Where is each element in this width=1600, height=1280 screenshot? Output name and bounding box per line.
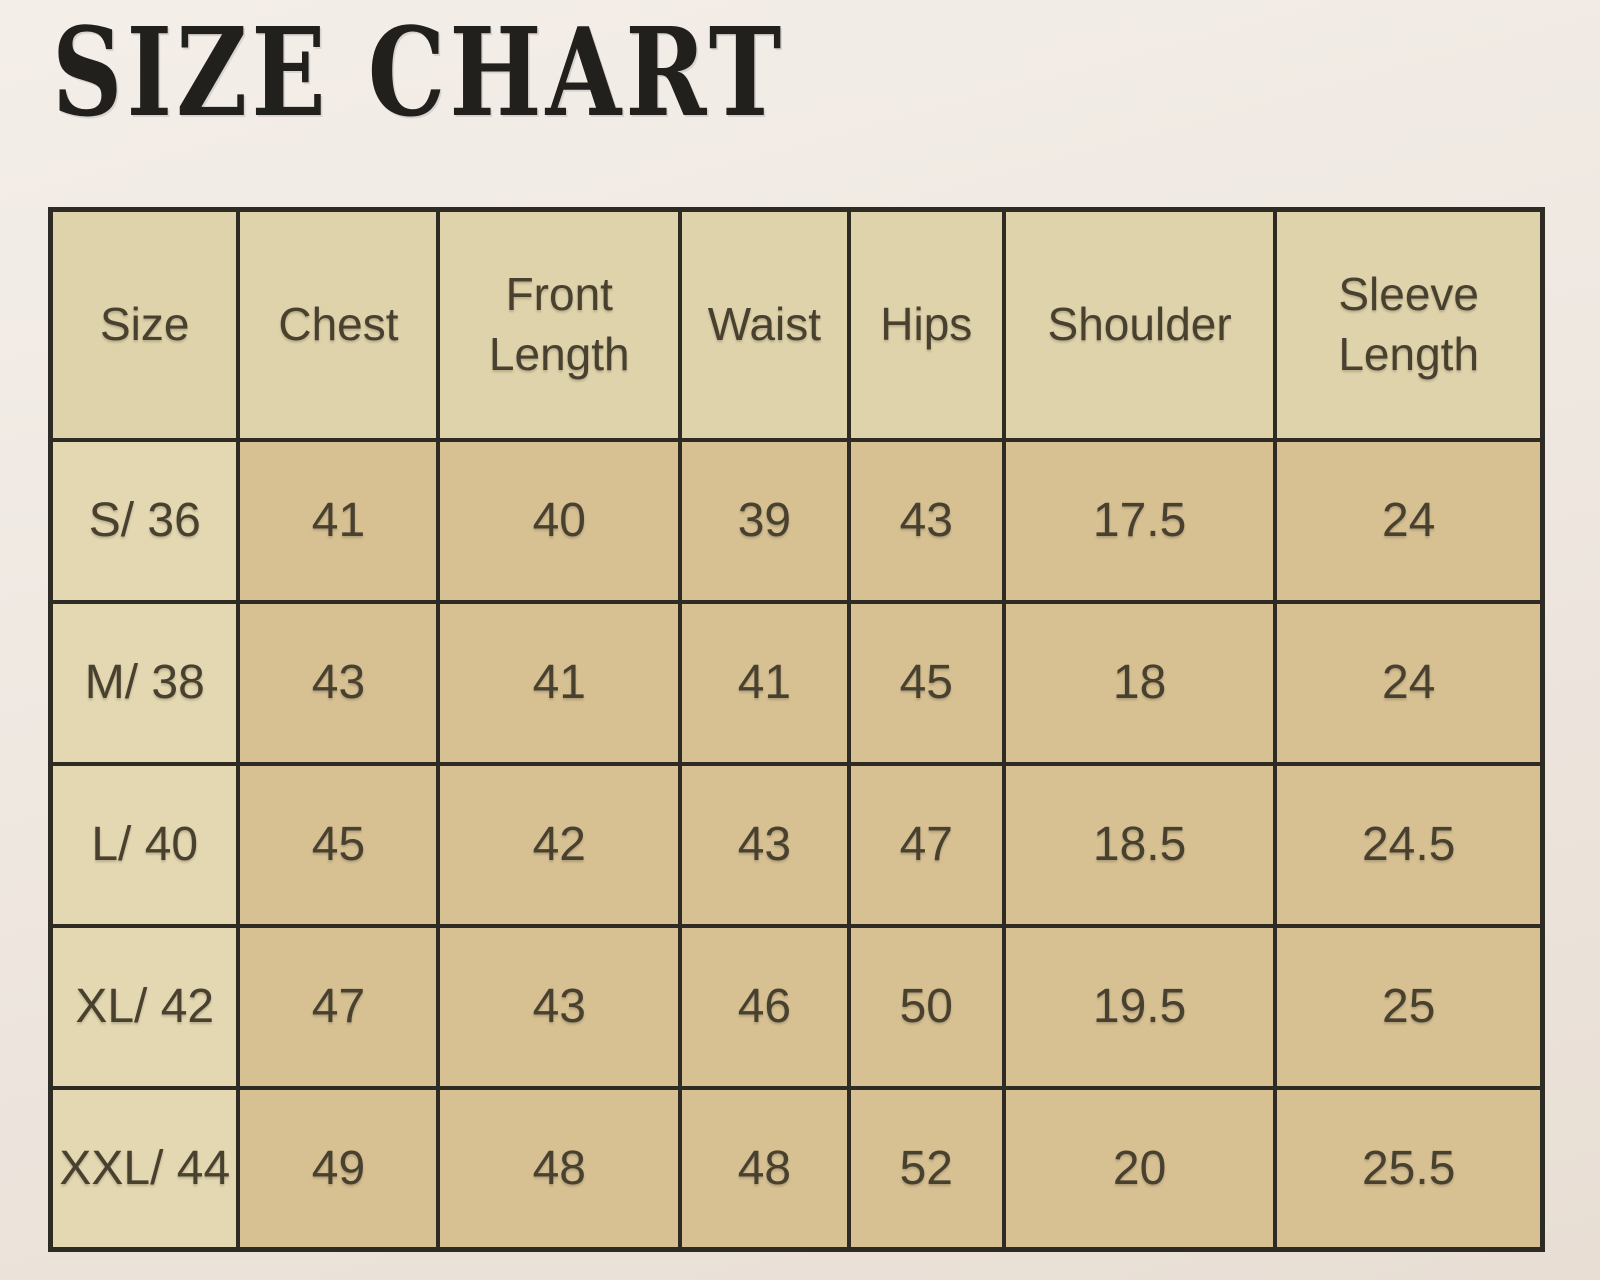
table-row-m38: M/ 38 43 41 41 45 18 24 bbox=[48, 599, 1545, 766]
column-header-chest: Chest bbox=[236, 207, 441, 442]
table-cell: 25.5 bbox=[1273, 1085, 1545, 1252]
row-label: XXL/ 44 bbox=[48, 1085, 241, 1252]
table-header: Size Chest Front Length Waist Hips Shoul… bbox=[48, 207, 1545, 442]
table-cell: 41 bbox=[436, 599, 683, 766]
table-cell: 52 bbox=[846, 1085, 1006, 1252]
table-cell: 43 bbox=[846, 437, 1006, 604]
table-cell: 43 bbox=[236, 599, 441, 766]
table-cell: 47 bbox=[846, 761, 1006, 928]
table-cell: 50 bbox=[846, 923, 1006, 1090]
table-cell: 17.5 bbox=[1001, 437, 1278, 604]
column-header-shoulder: Shoulder bbox=[1001, 207, 1278, 442]
table-cell: 18.5 bbox=[1001, 761, 1278, 928]
table-cell: 41 bbox=[236, 437, 441, 604]
row-label: S/ 36 bbox=[48, 437, 241, 604]
table-cell: 41 bbox=[678, 599, 851, 766]
table-cell: 24 bbox=[1273, 437, 1545, 604]
column-header-size: Size bbox=[48, 207, 241, 442]
row-label: M/ 38 bbox=[48, 599, 241, 766]
table-cell: 46 bbox=[678, 923, 851, 1090]
row-label: XL/ 42 bbox=[48, 923, 241, 1090]
size-chart-table: Size Chest Front Length Waist Hips Shoul… bbox=[48, 207, 1545, 1252]
page-title: SIZE CHART bbox=[52, 0, 786, 144]
table-cell: 19.5 bbox=[1001, 923, 1278, 1090]
column-header-waist: Waist bbox=[678, 207, 851, 442]
table-cell: 47 bbox=[236, 923, 441, 1090]
table-cell: 49 bbox=[236, 1085, 441, 1252]
table-cell: 25 bbox=[1273, 923, 1545, 1090]
table-row-xl42: XL/ 42 47 43 46 50 19.5 25 bbox=[48, 923, 1545, 1090]
table-cell: 18 bbox=[1001, 599, 1278, 766]
column-header-hips: Hips bbox=[846, 207, 1006, 442]
table-cell: 45 bbox=[236, 761, 441, 928]
table-cell: 24.5 bbox=[1273, 761, 1545, 928]
table-row-s36: S/ 36 41 40 39 43 17.5 24 bbox=[48, 437, 1545, 604]
table-row-l40: L/ 40 45 42 43 47 18.5 24.5 bbox=[48, 761, 1545, 928]
row-label: L/ 40 bbox=[48, 761, 241, 928]
table-cell: 24 bbox=[1273, 599, 1545, 766]
table-cell: 45 bbox=[846, 599, 1006, 766]
table-cell: 48 bbox=[436, 1085, 683, 1252]
column-header-sleeve-length: Sleeve Length bbox=[1273, 207, 1545, 442]
table-cell: 39 bbox=[678, 437, 851, 604]
table-cell: 43 bbox=[436, 923, 683, 1090]
table-cell: 42 bbox=[436, 761, 683, 928]
column-header-front-length: Front Length bbox=[436, 207, 683, 442]
header-row: Size Chest Front Length Waist Hips Shoul… bbox=[48, 207, 1545, 442]
table-row-xxl44: XXL/ 44 49 48 48 52 20 25.5 bbox=[48, 1085, 1545, 1252]
table-cell: 20 bbox=[1001, 1085, 1278, 1252]
table-cell: 40 bbox=[436, 437, 683, 604]
table-body: S/ 36 41 40 39 43 17.5 24 M/ 38 43 41 41… bbox=[48, 437, 1545, 1252]
table-cell: 43 bbox=[678, 761, 851, 928]
table-cell: 48 bbox=[678, 1085, 851, 1252]
